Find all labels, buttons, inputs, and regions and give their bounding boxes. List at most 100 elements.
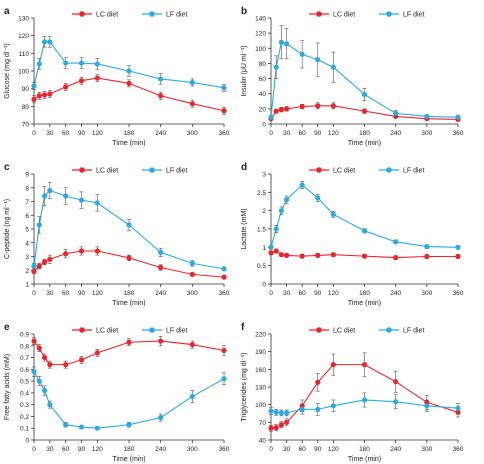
data-point — [299, 182, 305, 188]
data-point — [47, 187, 53, 194]
x-tick-label: 360 — [453, 130, 464, 137]
data-point — [36, 263, 42, 269]
data-point — [47, 362, 53, 368]
x-tick-label: 90 — [78, 130, 86, 137]
x-tick-label: 360 — [453, 446, 464, 453]
x-tick-label: 0 — [269, 446, 273, 453]
legend: LC diet LF diet — [72, 167, 187, 175]
y-tick-label: 0.7 — [20, 355, 29, 362]
legend: LC diet LF diet — [72, 327, 187, 335]
data-point — [36, 61, 42, 67]
y-tick-label: 90 — [22, 86, 30, 93]
legend-label: LC diet — [96, 168, 118, 175]
legend-label: LC diet — [333, 328, 355, 335]
data-point — [361, 108, 368, 114]
y-tick-label: 130 — [18, 16, 29, 23]
legend-marker — [386, 327, 392, 333]
y-tick-label: 2 — [262, 208, 266, 215]
x-tick-label: 240 — [155, 130, 166, 137]
y-tick-label: 80 — [259, 61, 267, 68]
y-tick-label: 120 — [255, 31, 266, 38]
x-tick-label: 60 — [299, 290, 307, 297]
x-tick-label: 300 — [421, 446, 432, 453]
x-tick-label: 360 — [219, 130, 230, 137]
x-axis-label: Time (min) — [112, 140, 145, 147]
x-tick-label: 30 — [46, 130, 54, 137]
data-point — [278, 422, 284, 428]
y-axis-label: Triglycerides (mg dl⁻¹) — [241, 352, 248, 421]
series-line — [270, 41, 459, 118]
data-point — [31, 269, 37, 275]
data-point — [393, 239, 399, 245]
x-tick-label: 90 — [314, 290, 322, 297]
x-tick-label: 180 — [124, 130, 135, 137]
y-axis-label: Lactate (mM) — [241, 208, 248, 249]
legend-label: LF diet — [166, 12, 187, 19]
data-point — [315, 103, 321, 109]
y-tick-label: 9 — [25, 172, 29, 179]
data-point — [283, 197, 290, 203]
data-point — [268, 114, 274, 120]
data-point — [41, 387, 48, 394]
legend-marker — [316, 327, 322, 333]
legend-label: LC diet — [96, 328, 118, 335]
data-point — [361, 253, 368, 259]
data-point — [78, 197, 85, 203]
data-point — [94, 350, 100, 356]
data-point — [189, 101, 195, 107]
x-tick-label: 360 — [219, 446, 230, 453]
x-tick-label: 240 — [390, 446, 401, 453]
series-lf — [268, 25, 461, 120]
data-point — [41, 193, 48, 199]
y-tick-label: 160 — [255, 367, 266, 374]
y-tick-label: 0.6 — [20, 367, 29, 374]
series-lf — [268, 181, 461, 250]
panel-letter: c — [4, 162, 10, 173]
data-point — [330, 252, 336, 258]
x-tick-label: 240 — [155, 290, 166, 297]
data-point — [283, 41, 290, 47]
x-tick-label: 30 — [283, 290, 291, 297]
x-tick-label: 30 — [283, 446, 291, 453]
data-point — [273, 248, 279, 254]
y-tick-label: 4 — [25, 240, 29, 247]
y-tick-label: 1.5 — [257, 227, 266, 234]
x-tick-label: 60 — [62, 446, 70, 453]
y-tick-label: 3 — [25, 254, 29, 261]
data-point — [78, 357, 85, 363]
data-point — [47, 39, 53, 45]
x-tick-label: 30 — [46, 446, 54, 453]
data-point — [189, 393, 195, 400]
series-lc — [268, 352, 461, 432]
x-tick-label: 240 — [390, 130, 401, 137]
x-tick-label: 60 — [62, 290, 70, 297]
x-tick-label: 120 — [92, 290, 103, 297]
data-point — [189, 79, 195, 86]
data-point — [268, 250, 274, 256]
data-point — [63, 362, 69, 368]
data-point — [126, 422, 132, 428]
x-tick-label: 300 — [187, 446, 198, 453]
legend-marker — [386, 167, 392, 173]
data-point — [41, 259, 48, 265]
legend-label: LF diet — [403, 12, 424, 19]
legend-marker — [79, 327, 85, 333]
y-axis-label: Glucose (mg dl⁻¹) — [4, 43, 11, 98]
data-point — [273, 409, 279, 415]
data-point — [158, 415, 164, 421]
data-point — [315, 406, 321, 412]
series-lc — [268, 102, 461, 123]
data-point — [278, 107, 284, 113]
x-tick-label: 90 — [78, 446, 86, 453]
data-point — [221, 266, 227, 272]
y-tick-label: 100 — [18, 69, 29, 76]
data-point — [126, 339, 132, 345]
y-tick-label: 120 — [18, 33, 29, 40]
data-point — [78, 424, 85, 430]
legend-label: LC diet — [333, 168, 355, 175]
x-tick-label: 60 — [299, 446, 307, 453]
x-tick-label: 180 — [124, 290, 135, 297]
data-point — [330, 211, 336, 217]
data-point — [283, 410, 290, 416]
data-point — [36, 222, 42, 228]
